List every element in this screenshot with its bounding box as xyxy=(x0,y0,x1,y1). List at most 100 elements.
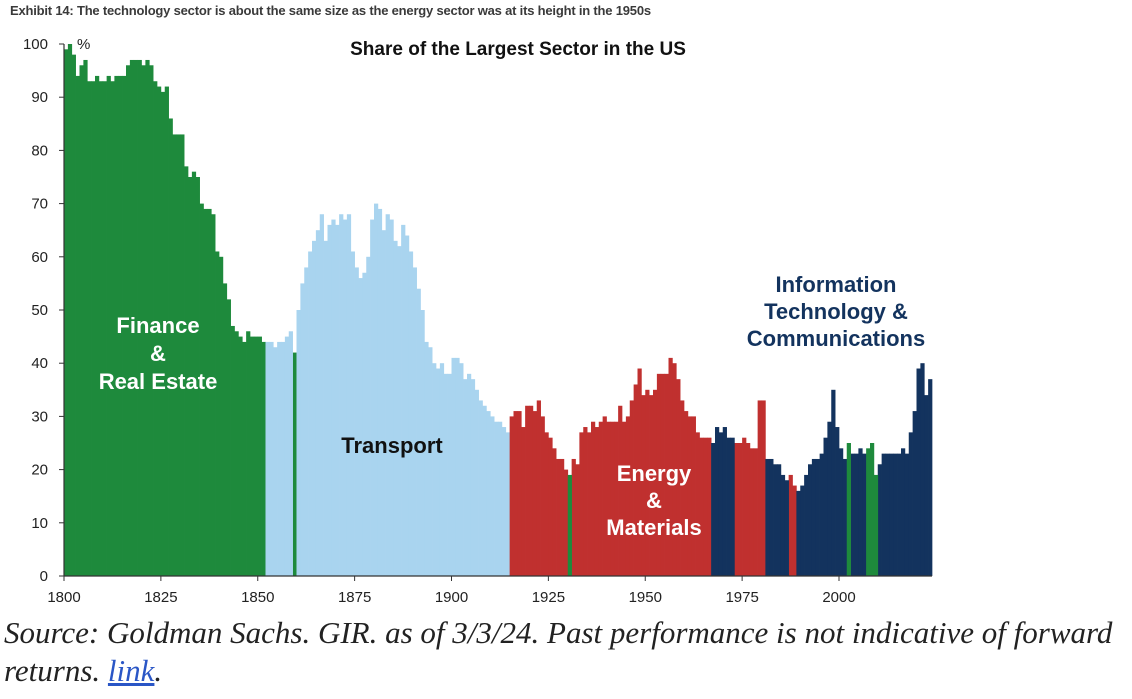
bar-transport-1914 xyxy=(505,432,510,576)
bar-transport-1854 xyxy=(273,347,278,576)
exhibit-caption: Exhibit 14: The technology sector is abo… xyxy=(10,3,651,18)
bar-energy-1933 xyxy=(579,432,584,576)
bar-energy-1953 xyxy=(656,373,662,576)
bar-tech-2006 xyxy=(862,453,867,576)
bar-energy-1958 xyxy=(676,379,681,576)
bar-finance-1818 xyxy=(133,59,138,576)
bar-finance-1845 xyxy=(238,336,243,576)
bar-tech-2003 xyxy=(850,453,855,576)
bar-tech-1985 xyxy=(780,474,786,576)
chart-title: Share of the Largest Sector in the US xyxy=(350,39,686,60)
bar-tech-1970 xyxy=(722,427,727,576)
bar-finance-1848 xyxy=(250,336,255,576)
y-tick-label-100: 100 xyxy=(23,36,48,53)
bar-transport-1878 xyxy=(366,256,371,576)
y-tick-label-10: 10 xyxy=(31,515,48,532)
bar-energy-1954 xyxy=(660,373,665,576)
bar-finance-1809 xyxy=(98,81,104,577)
bar-finance-1813 xyxy=(114,75,119,577)
bar-transport-1871 xyxy=(339,214,344,577)
bar-transport-1911 xyxy=(494,421,499,576)
bar-transport-1884 xyxy=(389,219,394,576)
bar-energy-1964 xyxy=(699,437,704,576)
bar-tech-2013 xyxy=(889,453,894,576)
bar-transport-1880 xyxy=(374,203,379,576)
x-tick-label-1900: 1900 xyxy=(435,589,468,606)
bar-tech-2015 xyxy=(897,453,902,576)
bar-finance-1801 xyxy=(67,44,73,576)
bar-energy-1926 xyxy=(552,448,557,576)
bar-energy-1918 xyxy=(521,427,526,576)
source-link[interactable]: link xyxy=(107,653,155,688)
bar-finance-1817 xyxy=(129,59,135,576)
bar-energy-1916 xyxy=(513,411,518,576)
bar-transport-1855 xyxy=(277,341,282,576)
bar-transport-1875 xyxy=(354,267,359,576)
bar-finance-1830 xyxy=(180,134,185,576)
bar-transport-1905 xyxy=(470,379,476,576)
bar-finance-1814 xyxy=(118,75,123,577)
bar-finance-1829 xyxy=(176,134,181,576)
y-axis-unit-label: % xyxy=(77,36,90,53)
bar-finance-1808 xyxy=(95,75,100,577)
bar-transport-1886 xyxy=(397,246,402,576)
bar-energy-1988 xyxy=(792,485,797,576)
bar-finance-1930 xyxy=(567,474,572,576)
bar-transport-1896 xyxy=(436,368,441,576)
bar-tech-1969 xyxy=(718,432,724,576)
bar-transport-1864 xyxy=(312,240,317,576)
y-tick-label-80: 80 xyxy=(31,142,48,159)
bar-tech-1986 xyxy=(784,480,789,576)
bar-transport-1865 xyxy=(315,230,321,576)
bar-transport-1856 xyxy=(281,341,286,576)
bar-finance-1831 xyxy=(184,166,189,577)
bar-finance-2002 xyxy=(846,443,851,576)
bar-finance-1828 xyxy=(172,134,177,576)
x-tick-label-1875: 1875 xyxy=(338,589,371,606)
bar-finance-1846 xyxy=(242,341,247,576)
sector-label-2: Energy & Materials xyxy=(606,461,701,540)
bar-tech-2004 xyxy=(854,453,859,576)
bar-tech-2020 xyxy=(916,368,921,576)
bar-energy-1962 xyxy=(691,416,696,576)
bar-transport-1898 xyxy=(443,373,448,576)
bar-transport-1895 xyxy=(432,363,437,576)
bar-transport-1883 xyxy=(385,214,390,577)
y-tick-label-50: 50 xyxy=(31,302,48,319)
bar-tech-2019 xyxy=(912,411,917,576)
sector-label-0-line-0: Finance xyxy=(116,313,199,338)
bar-energy-1949 xyxy=(641,395,646,576)
bar-tech-1981 xyxy=(765,458,770,576)
bar-energy-1927 xyxy=(556,458,561,576)
bar-finance-1836 xyxy=(203,208,208,577)
bar-energy-1939 xyxy=(602,416,607,576)
sector-label-1: Transport xyxy=(341,433,443,458)
bar-finance-1827 xyxy=(168,118,173,576)
bar-finance-1820 xyxy=(141,65,146,576)
bar-transport-1874 xyxy=(350,251,355,577)
bar-tech-2010 xyxy=(877,464,882,576)
bar-tech-1983 xyxy=(773,464,778,576)
bar-transport-1901 xyxy=(455,357,460,576)
bar-tech-1971 xyxy=(726,437,731,576)
bar-finance-2008 xyxy=(870,443,875,576)
sector-label-3-line-0: Information xyxy=(776,272,897,297)
bar-transport-1868 xyxy=(327,224,332,576)
bar-transport-1853 xyxy=(269,341,274,576)
bar-tech-1999 xyxy=(835,427,840,576)
bar-energy-1960 xyxy=(684,411,689,576)
bar-finance-1834 xyxy=(195,177,200,576)
bar-transport-1907 xyxy=(478,400,483,576)
bar-finance-1843 xyxy=(230,325,235,576)
x-tick-label-1825: 1825 xyxy=(144,589,177,606)
bar-transport-1882 xyxy=(381,230,386,576)
bar-transport-1900 xyxy=(451,357,456,576)
y-tick-label-60: 60 xyxy=(31,249,48,266)
bar-finance-1811 xyxy=(106,75,111,577)
bar-tech-2017 xyxy=(904,453,910,576)
bar-transport-1892 xyxy=(420,310,425,576)
bar-energy-1975 xyxy=(742,437,747,576)
bar-transport-1866 xyxy=(319,214,324,577)
bar-transport-1881 xyxy=(377,208,383,577)
